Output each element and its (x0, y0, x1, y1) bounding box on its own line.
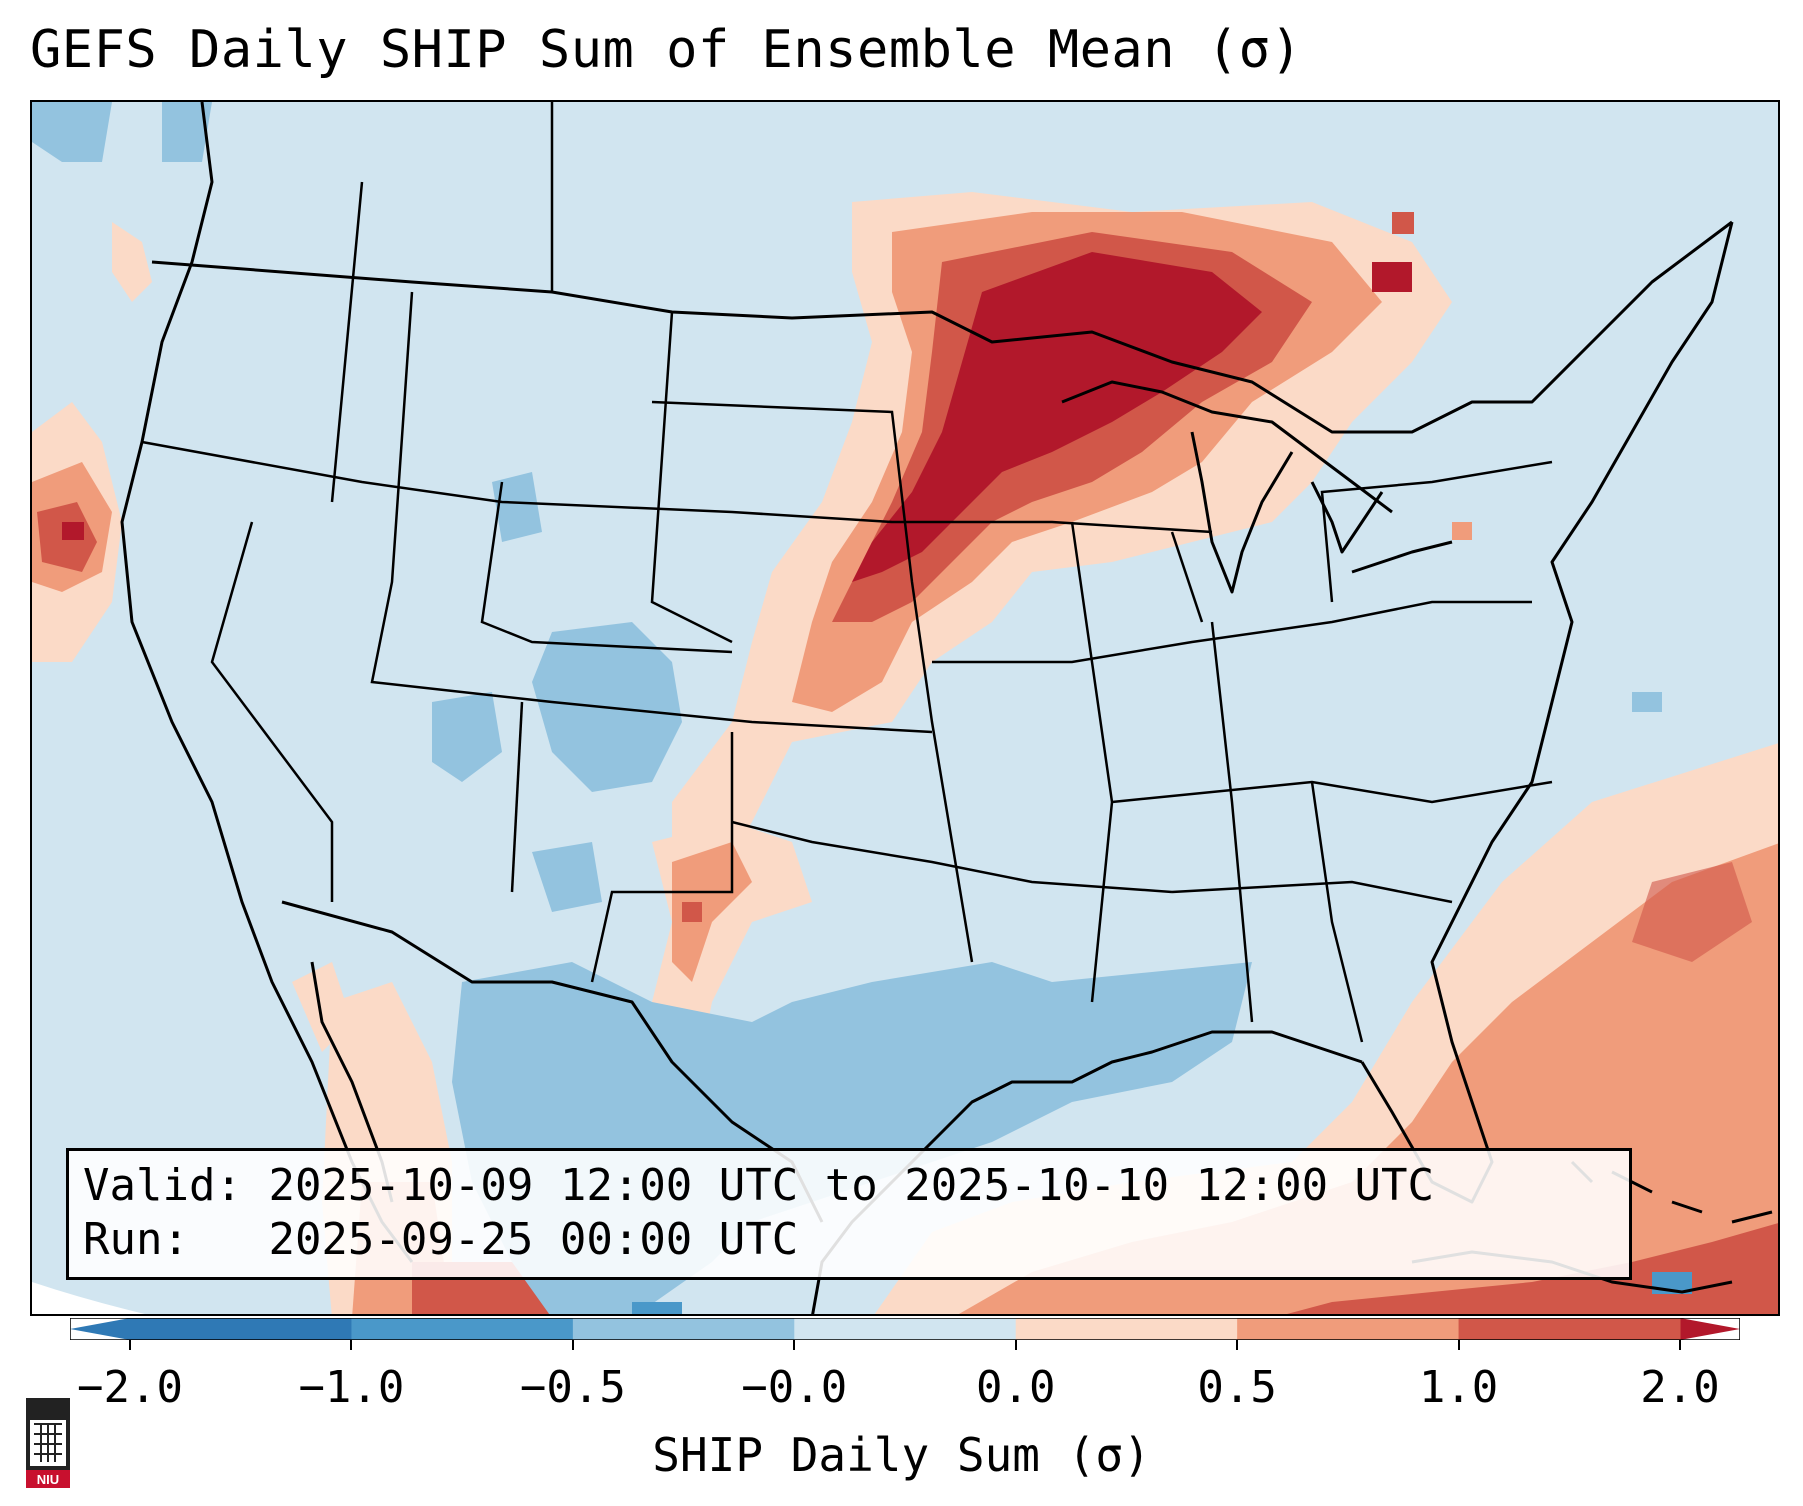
colorbar-tick-mark (1236, 1340, 1239, 1350)
colorbar-segment (572, 1318, 795, 1340)
colorbar-tick-label: 1.0 (1418, 1362, 1499, 1413)
state-boundaries (141, 102, 1553, 1043)
colorbar-tick-mark (129, 1340, 131, 1350)
colorbar-segment (1015, 1318, 1238, 1340)
colorbar-tick-label: 2.0 (1640, 1362, 1720, 1413)
colorbar-tick-mark (1457, 1340, 1460, 1350)
colorbar-tick-label: 0.5 (1197, 1362, 1277, 1413)
colorbar-tick-label: −0.0 (741, 1362, 848, 1413)
colorbar-extend-low (70, 1318, 130, 1340)
colorbar-tick-label: −2.0 (77, 1362, 183, 1413)
valid-run-info-box: Valid: 2025-10-09 12:00 UTC to 2025-10-1… (66, 1148, 1632, 1280)
map-boundaries (120, 102, 1773, 1314)
colorbar (70, 1318, 1740, 1340)
positive-anomaly-central (672, 192, 1472, 892)
map-canvas (32, 102, 1778, 1314)
colorbar-tick-mark (350, 1340, 353, 1350)
colorbar-segment (351, 1318, 574, 1340)
colorbar-tick-mark (1679, 1340, 1681, 1350)
niu-logo: NIU (26, 1398, 70, 1488)
colorbar-segment (130, 1318, 352, 1340)
valid-label: Valid: (83, 1160, 242, 1211)
run-value: 2025-09-25 00:00 UTC (268, 1214, 799, 1265)
colorbar-segment (1458, 1318, 1681, 1340)
colorbar-tick-mark (793, 1340, 796, 1350)
colorbar-extend-high (1680, 1318, 1740, 1340)
logo-text: NIU (37, 1472, 59, 1487)
colorbar-tick-mark (1014, 1340, 1017, 1350)
domain-edge (32, 1282, 145, 1314)
valid-value: 2025-10-09 12:00 UTC to 2025-10-10 12:00… (268, 1160, 1435, 1211)
colorbar-label: SHIP Daily Sum (σ) (652, 1428, 1151, 1482)
map-panel[interactable] (30, 100, 1780, 1316)
run-label: Run: (83, 1214, 189, 1265)
colorbar-tick-mark (571, 1340, 574, 1350)
colorbar-segment (794, 1318, 1017, 1340)
colorbar-segment (1237, 1318, 1460, 1340)
map-title: GEFS Daily SHIP Sum of Ensemble Mean (σ) (30, 20, 1303, 80)
colorbar-tick-label: −1.0 (298, 1362, 405, 1413)
colorbar-tick-label: 0.0 (975, 1362, 1056, 1413)
positive-anomaly-pacific (32, 222, 152, 662)
colorbar-tick-label: −0.5 (519, 1362, 626, 1413)
